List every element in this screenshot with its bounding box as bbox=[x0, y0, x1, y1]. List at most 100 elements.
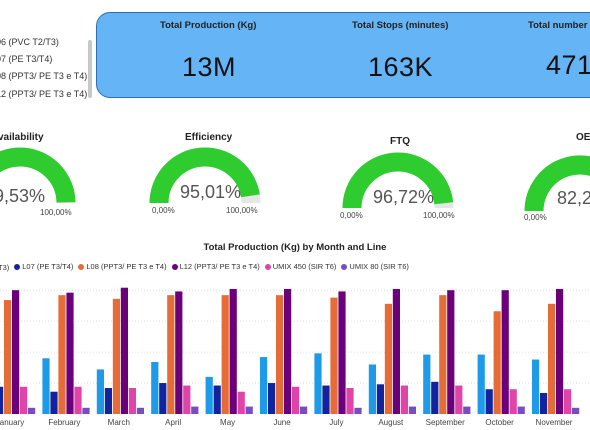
bar[interactable] bbox=[4, 300, 12, 414]
bar[interactable] bbox=[493, 311, 501, 414]
gauge-fill-oee bbox=[524, 155, 590, 212]
kpi-card bbox=[96, 12, 590, 98]
gauge-title-availability: vailability bbox=[0, 132, 44, 143]
bar[interactable] bbox=[120, 287, 128, 414]
bar[interactable] bbox=[167, 295, 175, 414]
slicer-scrollbar[interactable] bbox=[88, 40, 92, 98]
bar[interactable] bbox=[104, 388, 112, 414]
bar[interactable] bbox=[384, 303, 392, 414]
x-tick-label: May bbox=[220, 418, 236, 427]
bar[interactable] bbox=[237, 391, 245, 414]
bar[interactable] bbox=[292, 386, 300, 414]
gauge-fill-ftq bbox=[342, 152, 454, 209]
bar[interactable] bbox=[128, 388, 136, 414]
gauge-min-oee: 0,00% bbox=[524, 213, 547, 222]
bar[interactable] bbox=[439, 295, 447, 414]
kpi-title-number: Total number bbox=[528, 20, 588, 31]
slicer-item-l12[interactable]: 12 (PPT3/ PE T3 e T4) bbox=[0, 89, 88, 99]
bar[interactable] bbox=[175, 291, 183, 414]
bar[interactable] bbox=[548, 303, 556, 414]
bar[interactable] bbox=[330, 297, 338, 414]
bar[interactable] bbox=[268, 383, 276, 414]
bar[interactable] bbox=[159, 383, 167, 414]
gauge-title-oee: OE bbox=[576, 132, 590, 143]
legend-item[interactable]: L08 (PPT3/ PE T3 e T4) bbox=[78, 262, 167, 271]
x-tick-label: February bbox=[48, 418, 81, 427]
slicer-item-l08[interactable]: 08 (PPT3/ PE T3 e T4) bbox=[0, 71, 88, 81]
bar[interactable] bbox=[477, 354, 485, 414]
bar[interactable] bbox=[485, 389, 493, 414]
gauge-value-oee: 82,2 bbox=[557, 188, 590, 208]
bar[interactable] bbox=[0, 386, 4, 414]
bar[interactable] bbox=[66, 292, 74, 414]
bar[interactable] bbox=[50, 391, 58, 414]
gauge-min-efficiency: 0,00% bbox=[152, 206, 175, 215]
bar[interactable] bbox=[221, 295, 229, 414]
bar[interactable] bbox=[447, 290, 455, 414]
gauge-value-availability: 9,53% bbox=[0, 186, 46, 206]
x-tick-label: March bbox=[107, 418, 130, 427]
bar[interactable] bbox=[300, 406, 308, 414]
bar[interactable] bbox=[354, 407, 362, 414]
bar[interactable] bbox=[532, 359, 540, 414]
bar[interactable] bbox=[20, 386, 28, 414]
kpi-title-production: Total Production (Kg) bbox=[160, 20, 257, 31]
bar[interactable] bbox=[368, 364, 376, 414]
bar[interactable] bbox=[392, 288, 400, 414]
bar[interactable] bbox=[74, 386, 82, 414]
legend-label: UMIX 450 (SIR T6) bbox=[272, 262, 337, 271]
bar[interactable] bbox=[346, 388, 354, 414]
bar[interactable] bbox=[245, 406, 253, 414]
bar[interactable] bbox=[112, 298, 120, 414]
bar[interactable] bbox=[517, 406, 525, 414]
bar[interactable] bbox=[136, 407, 144, 414]
bar[interactable] bbox=[564, 389, 572, 414]
bar[interactable] bbox=[42, 358, 50, 414]
bar[interactable] bbox=[431, 381, 439, 414]
bar[interactable] bbox=[338, 291, 346, 414]
bar[interactable] bbox=[82, 407, 90, 414]
bar[interactable] bbox=[322, 385, 330, 414]
legend-dot-icon bbox=[78, 263, 85, 270]
legend-item[interactable]: L07 (PE T3/T4) bbox=[14, 262, 73, 271]
bar[interactable] bbox=[455, 385, 463, 414]
bar[interactable] bbox=[284, 288, 292, 414]
bar[interactable] bbox=[260, 357, 268, 414]
bar[interactable] bbox=[12, 290, 20, 414]
bar[interactable] bbox=[501, 290, 509, 414]
legend-dot-icon bbox=[171, 263, 178, 270]
bar[interactable] bbox=[314, 353, 322, 414]
bar[interactable] bbox=[376, 384, 384, 414]
legend-item[interactable]: T3) bbox=[0, 263, 9, 272]
bar[interactable] bbox=[229, 288, 237, 414]
bar[interactable] bbox=[96, 369, 104, 414]
gauge-title-ftq: FTQ bbox=[390, 136, 410, 147]
bar[interactable] bbox=[463, 406, 471, 414]
bar[interactable] bbox=[509, 389, 517, 414]
bar[interactable] bbox=[151, 362, 159, 414]
bar[interactable] bbox=[408, 406, 416, 414]
bar[interactable] bbox=[191, 406, 199, 414]
x-tick-label: September bbox=[425, 418, 465, 427]
chart-legend: T3) L07 (PE T3/T4) L08 (PPT3/ PE T3 e T4) L… bbox=[0, 262, 414, 272]
bar[interactable] bbox=[205, 376, 213, 414]
bar[interactable] bbox=[540, 392, 548, 414]
legend-item[interactable]: UMIX 450 (SIR T6) bbox=[264, 262, 337, 271]
gauge-title-efficiency: Efficiency bbox=[185, 132, 233, 143]
slicer-item-l07[interactable]: 07 (PE T3/T4) bbox=[0, 54, 53, 64]
bar[interactable] bbox=[213, 385, 221, 414]
chart-title: Total Production (Kg) by Month and Line bbox=[203, 242, 387, 253]
legend-item[interactable]: L12 (PPT3/ PE T3 e T4) bbox=[171, 262, 260, 271]
legend-item[interactable]: UMIX 80 (SIR T6) bbox=[341, 262, 409, 271]
legend-label: T3) bbox=[0, 262, 10, 272]
bar[interactable] bbox=[276, 295, 284, 414]
bar[interactable] bbox=[28, 407, 36, 414]
x-tick-label: October bbox=[485, 418, 514, 427]
bar[interactable] bbox=[183, 385, 191, 414]
slicer-item-l06[interactable]: 06 (PVC T2/T3) bbox=[0, 37, 59, 47]
bar[interactable] bbox=[400, 385, 408, 414]
bar[interactable] bbox=[423, 354, 431, 414]
bar[interactable] bbox=[572, 407, 580, 414]
bar[interactable] bbox=[556, 288, 564, 414]
bar[interactable] bbox=[58, 295, 66, 414]
